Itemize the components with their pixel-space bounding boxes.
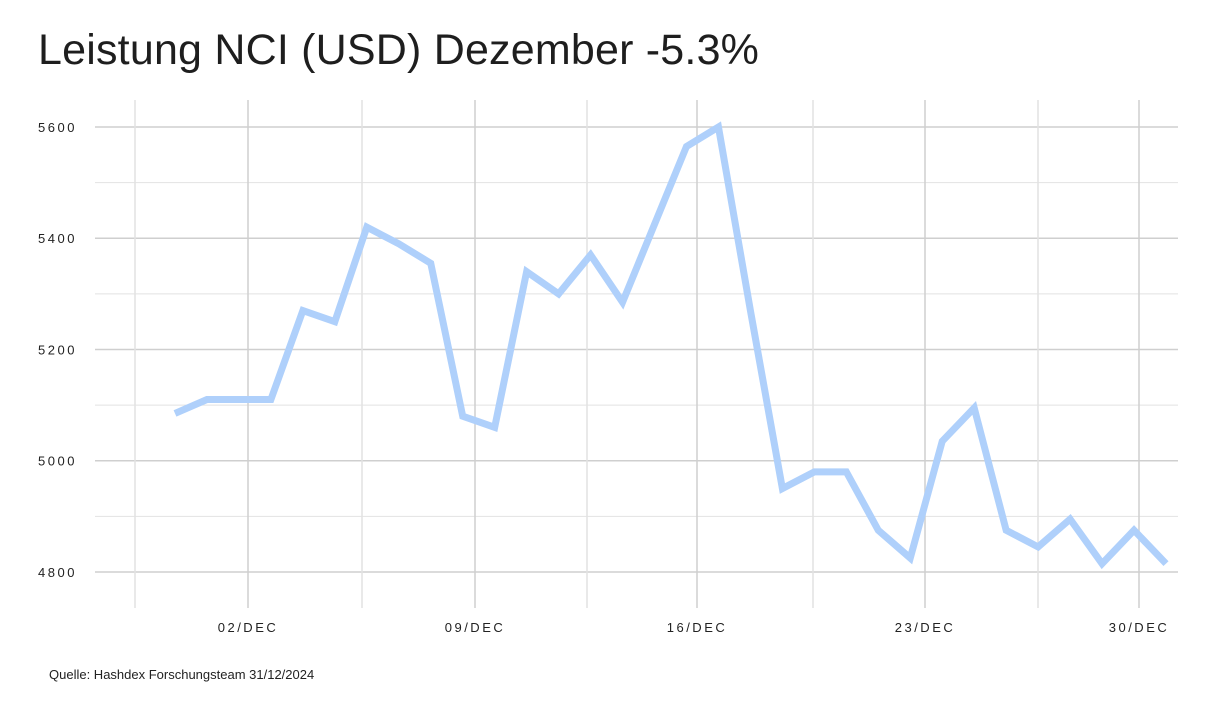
y-tick-label: 5400 — [38, 231, 77, 246]
x-tick-label: 02/DEC — [218, 620, 279, 635]
chart-title: Leistung NCI (USD) Dezember -5.3% — [38, 26, 760, 74]
series-line — [173, 121, 1169, 570]
x-tick-label: 16/DEC — [667, 620, 728, 635]
x-tick-label: 09/DEC — [445, 620, 506, 635]
y-tick-label: 5000 — [38, 454, 77, 469]
source-note: Quelle: Hashdex Forschungsteam 31/12/202… — [49, 667, 315, 682]
x-tick-label: 30/DEC — [1109, 620, 1170, 635]
y-tick-label: 5600 — [38, 120, 77, 135]
y-tick-label: 4800 — [38, 565, 77, 580]
y-tick-label: 5200 — [38, 342, 77, 357]
x-tick-label: 23/DEC — [895, 620, 956, 635]
